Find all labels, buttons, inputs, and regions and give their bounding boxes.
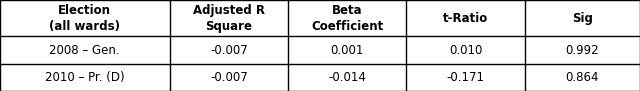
Text: Adjusted R
Square: Adjusted R Square [193, 4, 265, 33]
Text: -0.171: -0.171 [447, 71, 484, 84]
Text: 0.001: 0.001 [330, 44, 364, 57]
Text: Sig: Sig [572, 12, 593, 25]
Text: 2010 – Pr. (D): 2010 – Pr. (D) [45, 71, 125, 84]
Text: t-Ratio: t-Ratio [443, 12, 488, 25]
Text: -0.014: -0.014 [328, 71, 366, 84]
Text: -0.007: -0.007 [210, 44, 248, 57]
Text: Beta
Coefficient: Beta Coefficient [311, 4, 383, 33]
Text: 0.992: 0.992 [566, 44, 599, 57]
Text: Election
(all wards): Election (all wards) [49, 4, 120, 33]
Text: 0.864: 0.864 [566, 71, 599, 84]
Text: 2008 – Gen.: 2008 – Gen. [49, 44, 120, 57]
Text: -0.007: -0.007 [210, 71, 248, 84]
Text: 0.010: 0.010 [449, 44, 483, 57]
